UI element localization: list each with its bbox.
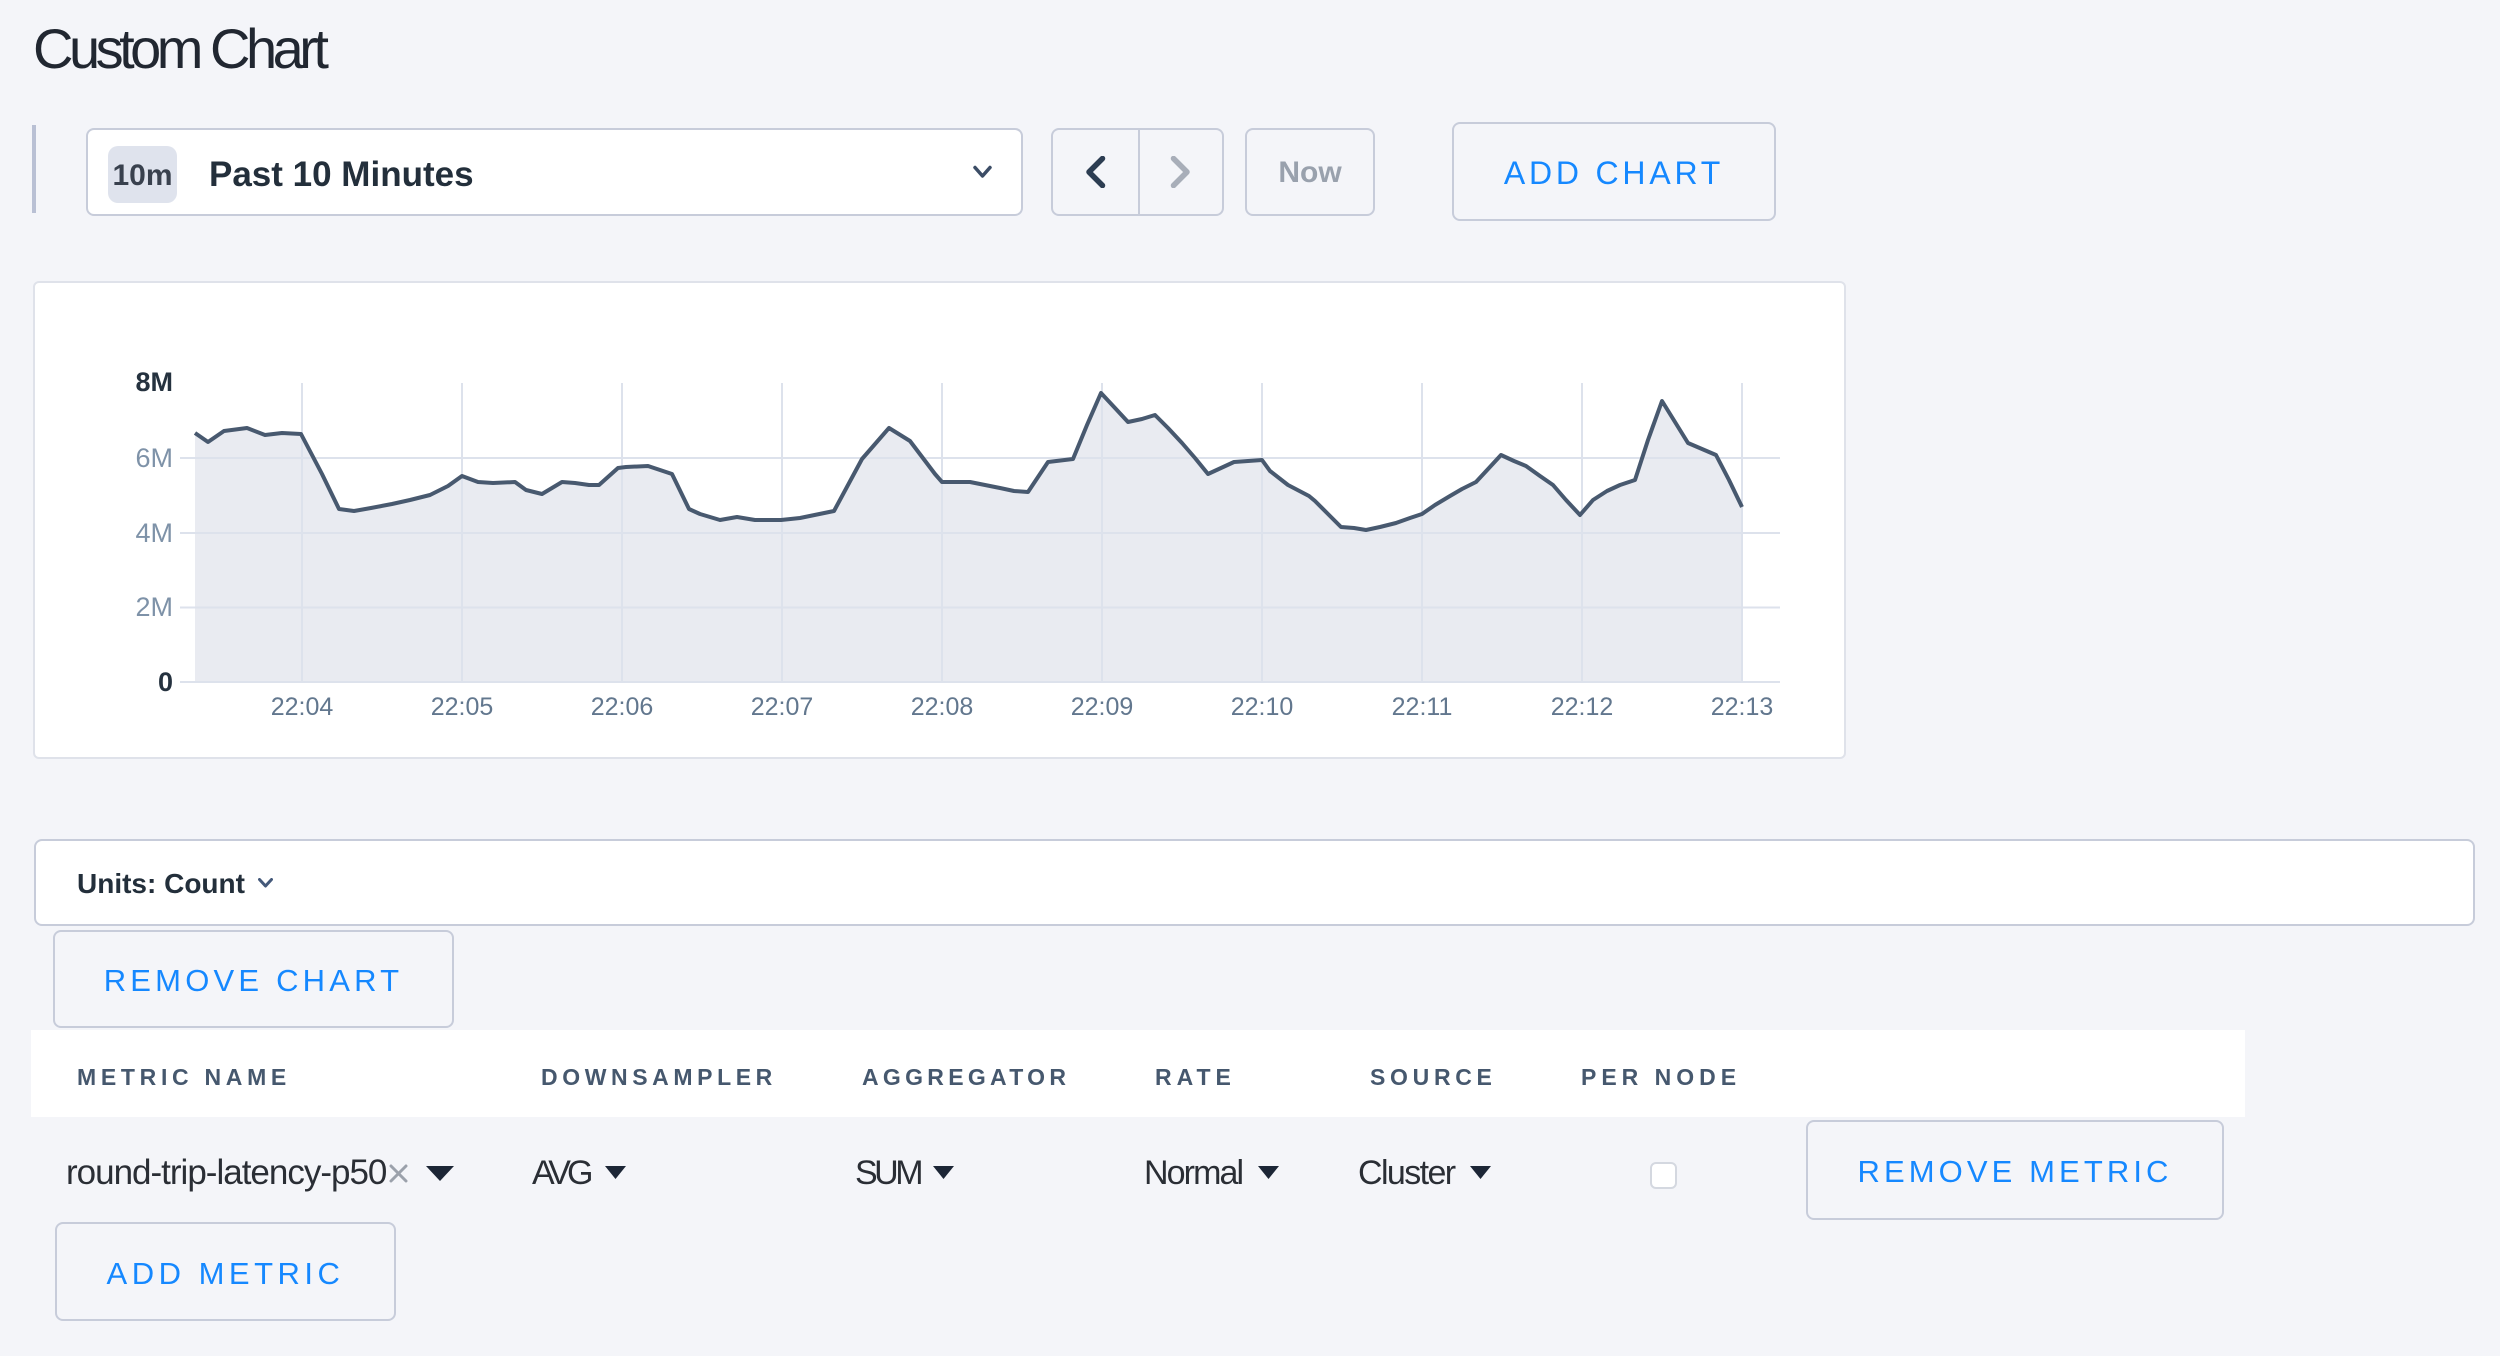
svg-text:22:12: 22:12 (1551, 693, 1614, 721)
svg-text:22:08: 22:08 (911, 693, 974, 721)
svg-text:4M: 4M (135, 518, 173, 548)
svg-text:22:11: 22:11 (1392, 693, 1453, 721)
svg-text:22:09: 22:09 (1071, 693, 1134, 721)
svg-text:22:10: 22:10 (1231, 693, 1294, 721)
svg-text:22:06: 22:06 (591, 693, 654, 721)
svg-text:22:04: 22:04 (271, 693, 334, 721)
svg-text:8M: 8M (135, 367, 173, 397)
svg-text:2M: 2M (135, 592, 173, 622)
svg-text:0: 0 (158, 667, 173, 697)
svg-text:22:13: 22:13 (1711, 693, 1774, 721)
svg-text:6M: 6M (135, 443, 173, 473)
svg-text:22:05: 22:05 (431, 693, 494, 721)
svg-text:22:07: 22:07 (751, 693, 814, 721)
